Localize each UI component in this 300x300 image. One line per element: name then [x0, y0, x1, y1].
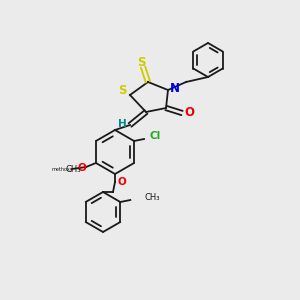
Text: N: N [170, 82, 180, 94]
Text: O: O [78, 163, 86, 173]
Text: CH₃: CH₃ [144, 194, 160, 202]
Text: CH₃: CH₃ [66, 164, 81, 173]
Text: methoxy: methoxy [51, 167, 73, 172]
Text: H: H [118, 119, 126, 129]
Text: Cl: Cl [149, 131, 161, 141]
Text: O: O [118, 177, 126, 187]
Text: O: O [184, 106, 194, 119]
Text: S: S [118, 85, 126, 98]
Text: S: S [137, 56, 145, 68]
